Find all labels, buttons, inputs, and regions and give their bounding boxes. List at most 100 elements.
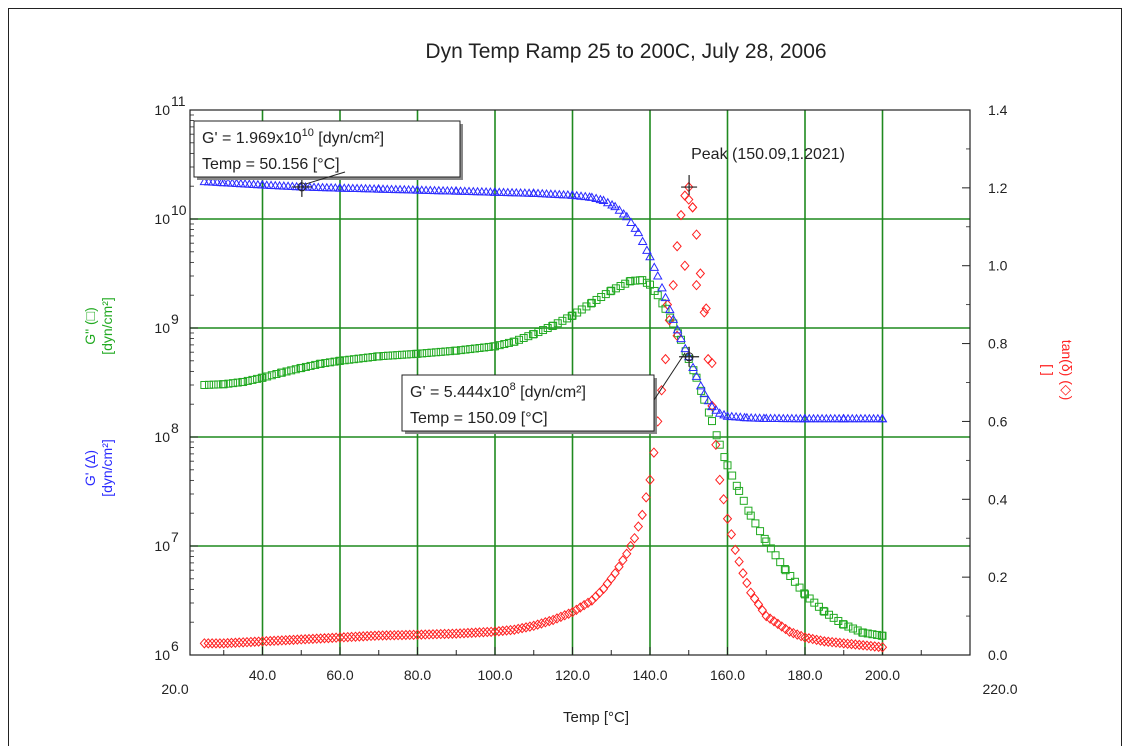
tan-delta-point [827,636,837,648]
tan-delta-point [854,639,864,651]
tan-delta-point [684,194,694,205]
tan-delta-point [490,626,500,637]
g-double-prime-point [200,380,209,389]
tan-delta-point [625,540,636,552]
g-prime-point [630,223,641,232]
chart-frame [8,8,1122,746]
tan-delta-point [633,521,644,532]
y-right-label: tan(δ) (◇)[ ] [1040,340,1075,401]
g-double-prime-point [297,363,306,372]
tan-delta-point [540,617,551,628]
tan-delta-point [474,627,485,638]
g-double-prime-point [800,589,809,598]
tan-delta-point [230,637,241,648]
tan-delta-point [238,637,248,648]
tan-delta-point [463,627,473,639]
y-left-tick-exponent: 9 [171,311,179,327]
g-double-prime-point [340,356,349,365]
g-double-prime-point [626,276,635,285]
tan-delta-point [261,635,272,647]
tan-delta-point [370,630,380,641]
g-prime-point [614,205,625,214]
g-double-prime-point [616,282,625,291]
g-double-prime-point [384,351,393,360]
annotation-box-1-line2: Temp = 50.156 [°C] [202,156,340,173]
tan-delta-point [645,474,655,486]
g-prime-point [688,362,698,372]
tan-delta-point [622,548,632,560]
g-double-prime-point [349,355,358,364]
annotation-box-2-line2: Temp = 150.09 [°C] [410,410,548,427]
tan-delta-point [726,529,737,540]
tan-delta-point [385,630,396,641]
g-double-prime-point [224,379,233,388]
tan-delta-point [505,624,516,636]
tan-delta-point [753,599,764,610]
tan-delta-point [835,637,845,649]
tan-delta-point [389,629,399,641]
y-right-label-line: tan(δ) (◇) [1059,340,1075,401]
tan-delta-point [742,577,752,589]
g-double-prime-point [422,349,431,358]
y-left-tick-label: 10 [154,647,170,663]
tan-delta-point [691,229,702,240]
g-prime-point [657,282,667,292]
tan-delta-point [629,532,640,544]
g-double-prime-point [732,481,741,490]
g-double-prime-point [374,352,383,361]
tan-delta-point [873,641,884,653]
tan-delta-point [761,610,771,622]
g-double-prime-point [878,631,887,640]
g-prime-point [714,408,725,417]
g-double-prime-point [239,377,248,386]
tan-delta-point [377,630,388,641]
g-double-prime-point [413,349,422,358]
x-tick-label: 180.0 [787,667,822,683]
g-double-prime-point [321,359,330,368]
tan-delta-point [529,620,539,632]
tan-delta-point [253,636,264,647]
g-prime-point [660,292,671,302]
y-right-label-line: [ ] [1040,364,1056,376]
g-double-prime-point [258,373,267,382]
g-double-prime-point [780,565,789,574]
g-double-prime-point [735,486,744,495]
g-double-prime-point [418,349,427,358]
tan-delta-point [870,641,880,652]
g-double-prime-point [359,354,368,363]
g-double-prime-point [466,345,475,354]
g-double-prime-point [553,319,562,328]
tan-delta-point [436,628,446,640]
g-double-prime-point [592,295,601,304]
tan-delta-point [277,635,287,646]
g-double-prime-point [781,566,790,575]
y-left-tick-label: 10 [154,538,170,554]
tan-delta-point [662,299,673,310]
tan-delta-point [513,623,523,635]
y-right-tick-label: 1.4 [988,102,1008,118]
tan-delta-point [331,632,341,643]
g-prime-point [591,193,601,202]
y-left-tick-exponent: 8 [171,420,179,436]
tan-delta-point [668,279,678,291]
tan-delta-point [780,623,791,635]
y-right-tick-label: 0.4 [988,491,1008,507]
g-prime-point [707,401,717,411]
g-double-prime-point [263,372,272,381]
g-double-prime-point [441,347,450,356]
tan-delta-point [381,630,392,641]
g-prime-point [598,195,609,204]
g-double-prime-point [766,544,775,553]
tan-delta-point [265,635,275,647]
g-prime-point [652,270,663,280]
x-tick-label: 120.0 [555,667,590,683]
tan-delta-point [850,639,861,650]
annotation-box-1 [193,120,461,178]
g-double-prime-point [287,366,296,375]
tan-delta-point [536,618,547,629]
tan-delta-point [273,635,283,646]
cursor-circle [297,182,307,192]
x-tick-label: 20.0 [161,681,188,697]
g-double-prime-point [621,279,630,288]
